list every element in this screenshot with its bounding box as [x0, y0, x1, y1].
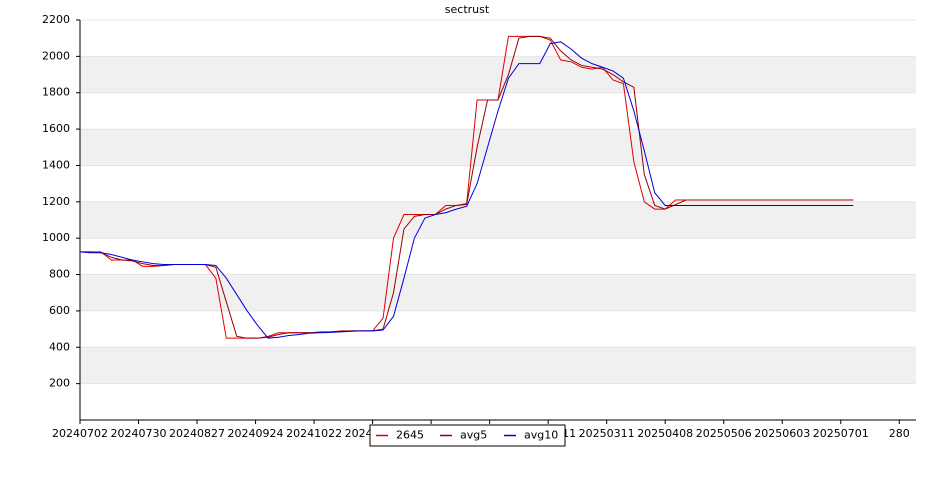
grid-band	[80, 274, 916, 311]
y-tick-label: 1400	[42, 158, 70, 171]
x-tick-label: 20250603	[754, 427, 810, 440]
y-tick-label: 1200	[42, 195, 70, 208]
grid-band	[80, 56, 916, 93]
y-tick-label: 600	[49, 304, 70, 317]
x-tick-label: 20250311	[579, 427, 635, 440]
y-tick-label: 200	[49, 377, 70, 390]
y-tick-label: 2200	[42, 13, 70, 26]
y-tick-label: 800	[49, 268, 70, 281]
y-tick-label: 2000	[42, 49, 70, 62]
y-tick-label: 1800	[42, 86, 70, 99]
legend-label: 2645	[396, 429, 424, 442]
x-tick-label: 20250701	[813, 427, 869, 440]
x-tick-label: 20240702	[52, 427, 108, 440]
x-tick-label: 20240924	[228, 427, 284, 440]
x-tick-label: 20250506	[696, 427, 752, 440]
y-tick-label: 400	[49, 340, 70, 353]
legend-label: avg5	[460, 429, 487, 442]
legend: 2645 avg5 avg10	[369, 424, 566, 447]
chart-title: sectrust	[445, 3, 490, 16]
grid-band	[80, 347, 916, 384]
x-tick-label: 20241022	[286, 427, 342, 440]
x-tick-label: 20250408	[637, 427, 693, 440]
grid-band	[80, 201, 916, 239]
line	[80, 35, 854, 339]
legend-label: avg10	[524, 429, 558, 442]
y-tick-label: 1600	[42, 122, 70, 135]
x-tick-label: 20240730	[111, 427, 167, 440]
x-tick-label: 20240827	[169, 427, 225, 440]
grid-band	[80, 129, 916, 166]
legend-box	[369, 424, 566, 447]
x-tick-label: 280	[889, 427, 910, 440]
y-tick-label: 1000	[42, 231, 70, 244]
line	[79, 41, 854, 339]
